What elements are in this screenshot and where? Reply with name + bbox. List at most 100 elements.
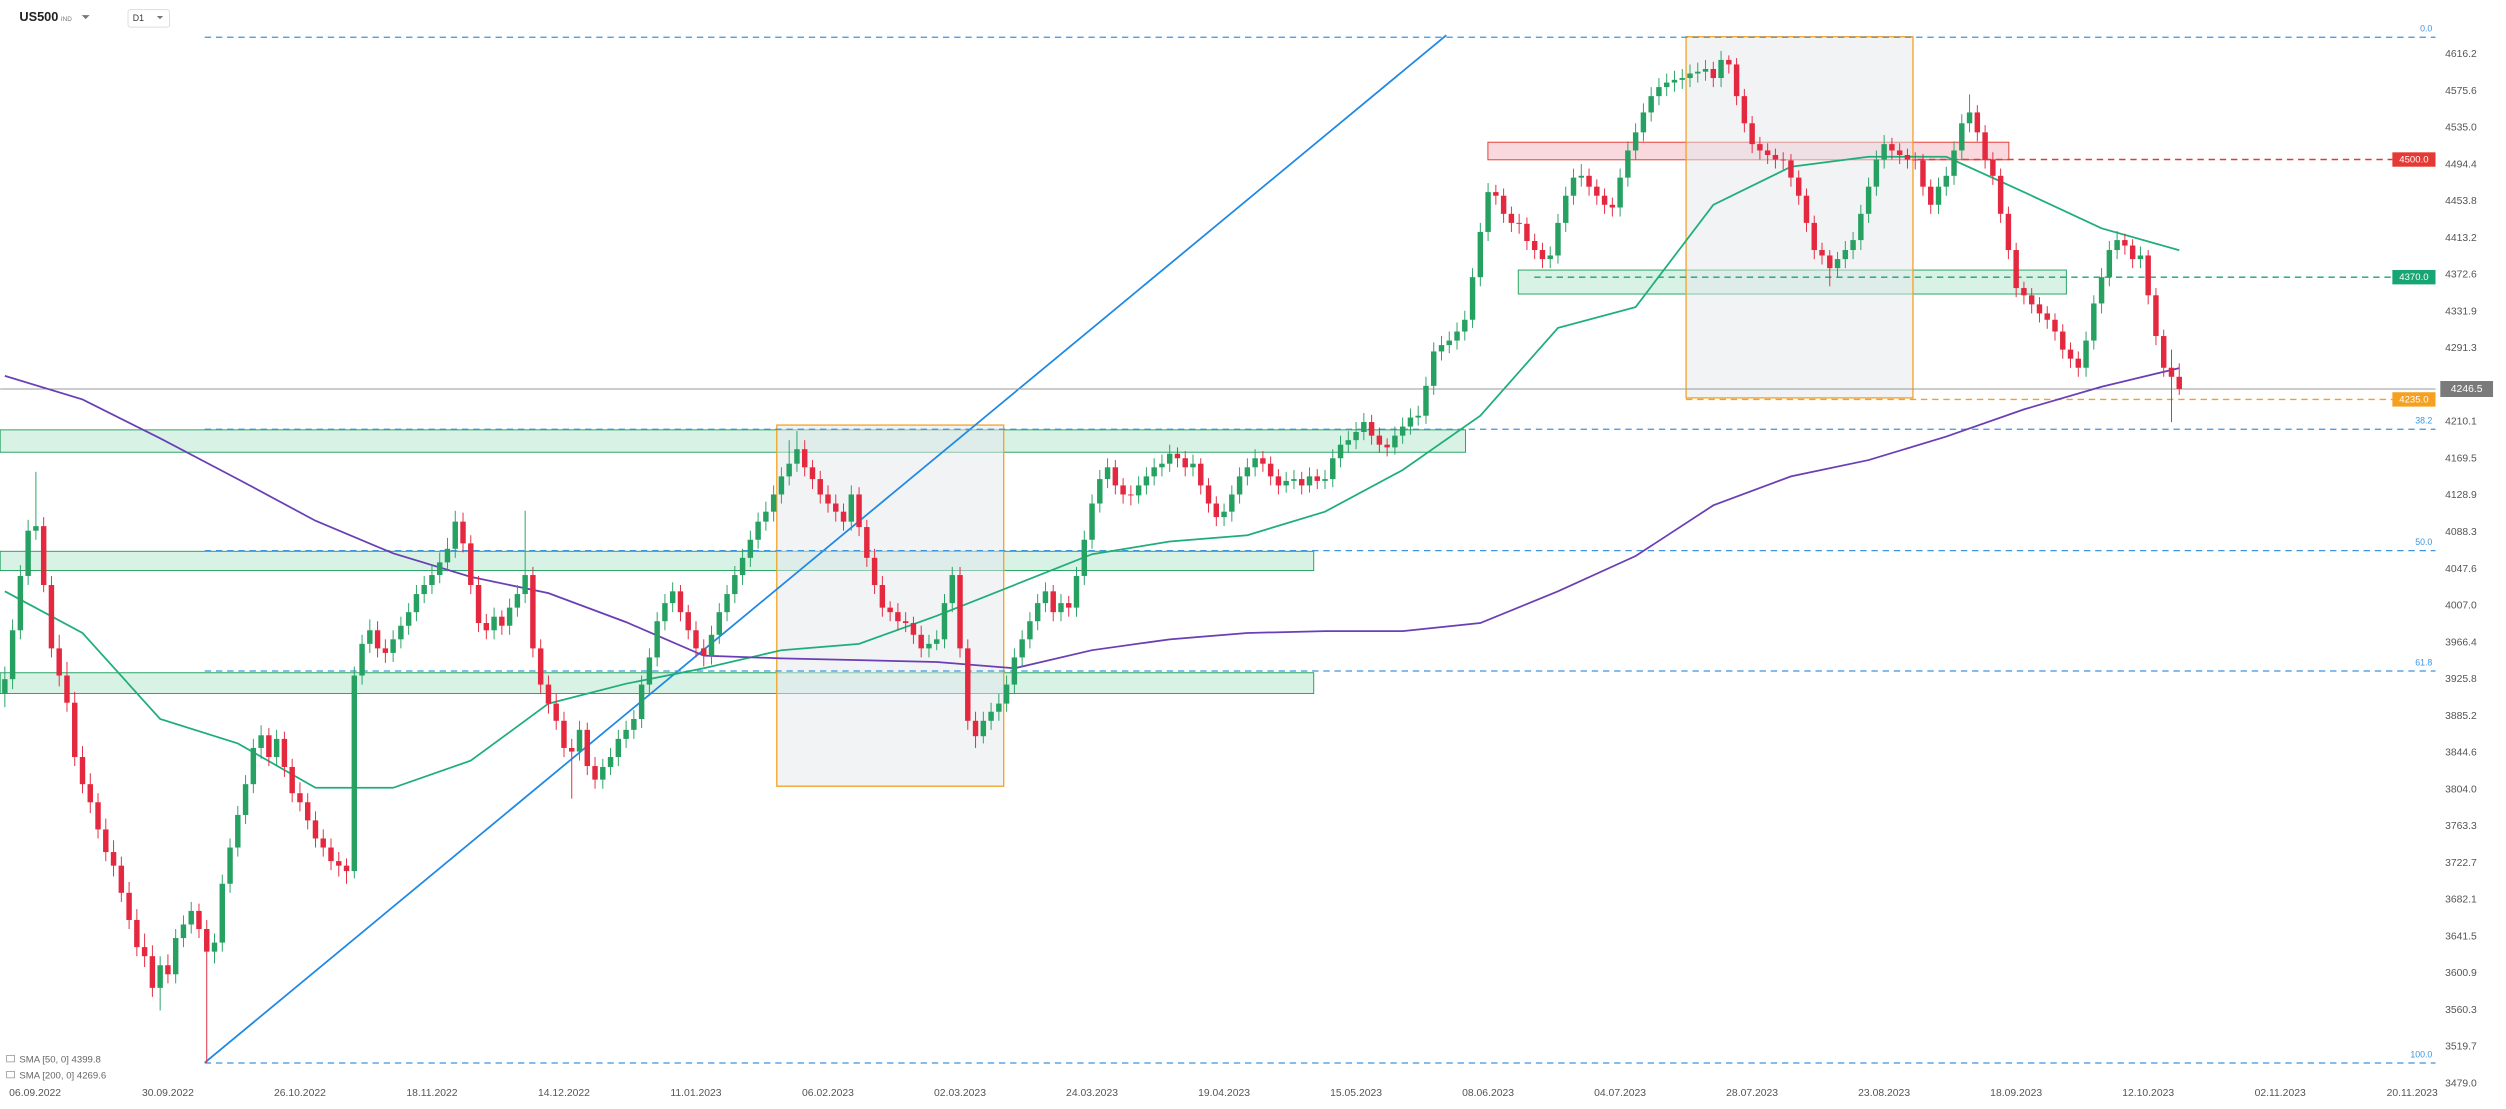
candle-body (1524, 223, 1530, 241)
candle-body (1966, 112, 1973, 124)
candle-body (1578, 175, 1584, 178)
candle-body (2091, 303, 2097, 341)
candle-body (1097, 479, 1103, 504)
candle-body (1128, 494, 1134, 496)
candle-body (126, 892, 132, 920)
y-tick-label: 4494.4 (2445, 159, 2477, 170)
candle-body (732, 575, 738, 595)
candle-body (250, 747, 257, 785)
x-tick-label: 20.11.2023 (2387, 1088, 2438, 1099)
candle-body (1671, 79, 1678, 83)
y-tick-label: 3844.6 (2445, 748, 2477, 759)
candle-body (840, 511, 847, 522)
candle-body (1943, 175, 1949, 187)
candle-body (1695, 71, 1701, 74)
candle-body (336, 861, 342, 866)
candle-body (972, 720, 979, 737)
candle-body (537, 648, 544, 685)
candle-body (1392, 435, 1398, 448)
candle-body (1632, 132, 1639, 151)
candle-body (1516, 222, 1522, 224)
candle-body (1920, 160, 1926, 187)
candle-body (755, 521, 761, 540)
candle-body (1834, 259, 1841, 269)
y-tick-label: 4453.8 (2445, 196, 2477, 207)
candle-body (452, 521, 458, 549)
candle-body (304, 802, 311, 821)
candle-body (491, 616, 497, 631)
candle-body (2021, 288, 2027, 296)
candle-body (157, 965, 163, 988)
timeframe-caret (156, 15, 164, 20)
candle-body (1229, 494, 1235, 512)
y-tick-label: 4128.9 (2445, 490, 2477, 501)
candle-body (530, 575, 536, 649)
candle-body (2145, 255, 2151, 296)
candle-body (359, 643, 365, 676)
candle-body (180, 924, 187, 939)
candle-body (40, 526, 47, 586)
candle-body (879, 585, 886, 608)
level-tag-label: 4370.0 (2399, 272, 2428, 283)
candle-body (297, 793, 303, 803)
candle-body (1407, 417, 1414, 427)
candle-body (1687, 73, 1693, 79)
candle-body (1159, 463, 1165, 468)
candle-body (103, 829, 109, 853)
x-tick-label: 14.12.2022 (538, 1088, 590, 1099)
candle-body (95, 802, 101, 830)
candle-body (1345, 440, 1352, 445)
candle-body (1547, 255, 1553, 260)
last-price-label: 4246.5 (2451, 384, 2483, 395)
candle-body (1648, 96, 1654, 113)
candle-body (1663, 82, 1670, 88)
candle-body (561, 720, 567, 748)
candle-body (266, 735, 272, 758)
sma-line (4, 155, 2180, 789)
candle-body (2137, 255, 2144, 260)
candle-body (1066, 603, 1072, 608)
candle-body (934, 639, 940, 644)
indicator-legend: SMA [50, 0] 4399.8 SMA [200, 0] 4269.6 (6, 1054, 106, 1081)
candle-body (17, 575, 24, 631)
candle-body (437, 562, 443, 576)
candle-body (615, 738, 622, 758)
candle-body (2075, 358, 2082, 368)
candle-body (662, 603, 668, 622)
candle-body (1873, 159, 1880, 187)
candle-body (188, 910, 194, 925)
timeframe-selector[interactable] (127, 9, 171, 28)
fib-level-label: 38.2 (2415, 416, 2432, 426)
drawings (0, 34, 2067, 1064)
candle-body (281, 738, 288, 767)
candle-body (328, 847, 334, 862)
candle-body (1865, 186, 1872, 214)
candle-body (1796, 177, 1802, 196)
x-tick-label: 02.11.2023 (2255, 1088, 2306, 1099)
legend-icon (6, 1055, 15, 1063)
symbol-dropdown[interactable] (81, 15, 90, 20)
candle-body (343, 865, 350, 872)
range-box (1685, 36, 1914, 399)
candle-body (1314, 476, 1320, 481)
y-tick-label: 3560.3 (2445, 1005, 2477, 1016)
candle-body (1252, 458, 1258, 468)
candle-body (289, 766, 295, 794)
last-price-tag (2440, 381, 2494, 397)
candle-body (996, 703, 1002, 712)
x-tick-label: 18.11.2022 (406, 1088, 457, 1099)
candle-body (1034, 603, 1041, 622)
candle-body (227, 847, 233, 884)
candle-body (1563, 195, 1569, 223)
candle-body (1656, 87, 1662, 97)
candle-body (1182, 458, 1188, 468)
candle-body (1555, 222, 1561, 256)
candle-body (1213, 503, 1220, 518)
candle-body (1749, 123, 1755, 145)
y-tick-label: 3722.7 (2445, 858, 2477, 869)
candle-body (1539, 250, 1546, 260)
candle-body (1493, 192, 1499, 196)
candle-body (1780, 159, 1786, 161)
candle-body (219, 883, 225, 943)
timeframe[interactable]: D1 (133, 13, 144, 23)
